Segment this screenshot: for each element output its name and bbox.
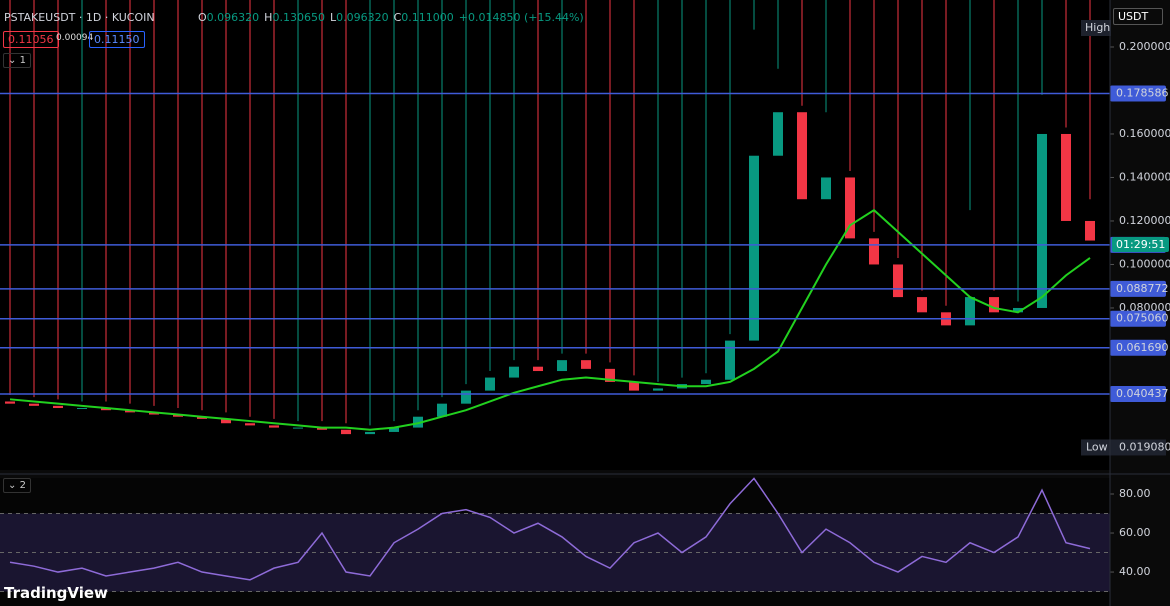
candle-body	[269, 425, 279, 428]
ohlc-value: 0.130650	[272, 11, 325, 24]
ohlc-key: O	[198, 11, 207, 24]
candle-body	[869, 238, 879, 265]
low-label: Low	[1086, 440, 1108, 453]
y-tick-label: 60.00	[1119, 526, 1151, 539]
price-pane	[0, 0, 1110, 470]
ohlc-value: 0.111000	[401, 11, 454, 24]
ohlc-key: H	[264, 11, 273, 24]
rsi-line	[9, 477, 1091, 581]
ohlc-key: L	[329, 11, 337, 24]
y-tick-label: 0.100000	[1119, 257, 1170, 270]
candle-body	[365, 431, 375, 435]
pane-number: 1	[19, 55, 26, 66]
candle-body	[701, 379, 711, 385]
ask[interactable]: 0.11150	[89, 31, 145, 48]
candle-body	[389, 427, 399, 432]
candle-body	[845, 177, 855, 239]
pane-number: 2	[19, 480, 26, 491]
low-value: 0.019080	[1119, 440, 1170, 453]
level-tag	[1110, 280, 1166, 297]
y-tick-label: 0.140000	[1119, 170, 1170, 183]
candle-body	[317, 427, 327, 430]
symbol: PSTAKEUSDT · 1D · KUCOIN	[4, 11, 155, 24]
candle-body	[797, 112, 807, 200]
level-tag	[1110, 339, 1166, 356]
level-label: 0.040437	[1116, 387, 1169, 400]
level-label: 0.178586	[1116, 87, 1169, 100]
candle-body	[917, 297, 927, 313]
candle-body	[749, 155, 759, 341]
candle-body	[893, 264, 903, 298]
high-label: High	[1085, 21, 1110, 34]
candle-body	[149, 412, 159, 415]
candle-body	[1013, 307, 1023, 313]
candle-body	[173, 414, 183, 417]
ohlc: O0.096320 H0.130650 L0.096320 C0.111000 +0.0…	[198, 11, 589, 24]
candle-body	[581, 360, 591, 369]
candle-body	[461, 390, 471, 404]
ohlc-value: 0.096320	[336, 11, 389, 24]
low-tag	[1081, 439, 1166, 456]
high-tag	[1081, 20, 1111, 36]
candle-body	[653, 388, 663, 391]
countdown: 01:29:51	[1112, 237, 1170, 252]
level-label: 0.061690	[1116, 341, 1169, 354]
candle-body	[77, 408, 87, 410]
candle-body	[221, 418, 231, 424]
pane-label[interactable]: ⌄ 1	[3, 53, 31, 68]
candle-body	[53, 405, 63, 409]
y-tick-label: 80.00	[1119, 487, 1151, 500]
candle-body	[1037, 133, 1047, 308]
candle-body	[965, 297, 975, 326]
y-tick-label: 40.00	[1119, 565, 1151, 578]
candle-body	[605, 368, 615, 382]
candle-body	[725, 340, 735, 380]
pane-label[interactable]: ⌄ 2	[3, 478, 31, 493]
candle-body	[125, 410, 135, 413]
y-tick-label: 0.200000	[1119, 40, 1170, 53]
candle-body	[485, 377, 495, 391]
symbol-name: PSTAKEUSDT · 1D · KUCOIN	[4, 11, 155, 24]
level-tag	[1110, 85, 1166, 102]
bid[interactable]: 0.11056	[3, 31, 59, 48]
candle-body	[413, 416, 423, 428]
candle-body	[773, 112, 783, 156]
candle-body	[29, 403, 39, 406]
candle-body	[101, 408, 111, 411]
brand: TradingView	[4, 584, 108, 602]
candle-body	[821, 177, 831, 200]
candle-body	[1061, 133, 1071, 221]
ohlc-value: +0.014850 (+15.44%)	[458, 11, 584, 24]
candle-body	[989, 297, 999, 313]
moving-average	[9, 208, 1091, 431]
candle-body	[293, 427, 303, 429]
candle-body	[509, 366, 519, 378]
y-tick-label: 0.160000	[1119, 127, 1170, 140]
currency[interactable]: USDT	[1113, 8, 1163, 25]
candle-body	[1085, 220, 1095, 241]
ohlc-key: C	[393, 11, 402, 24]
y-tick-label: 0.120000	[1119, 214, 1170, 227]
candle-body	[5, 401, 15, 404]
level-tag	[1110, 386, 1166, 403]
candle-body	[341, 429, 351, 435]
candle-body	[245, 423, 255, 426]
candle-body	[437, 403, 447, 417]
candle-body	[557, 360, 567, 372]
spread: 0.00094	[56, 33, 94, 43]
ohlc-value: 0.096320	[206, 11, 260, 24]
candle-body	[197, 416, 207, 419]
candle-body	[629, 381, 639, 391]
level-tag	[1110, 310, 1166, 327]
candle-body	[533, 366, 543, 372]
level-label: 0.088772	[1116, 282, 1169, 295]
level-label: 0.075060	[1116, 312, 1169, 325]
